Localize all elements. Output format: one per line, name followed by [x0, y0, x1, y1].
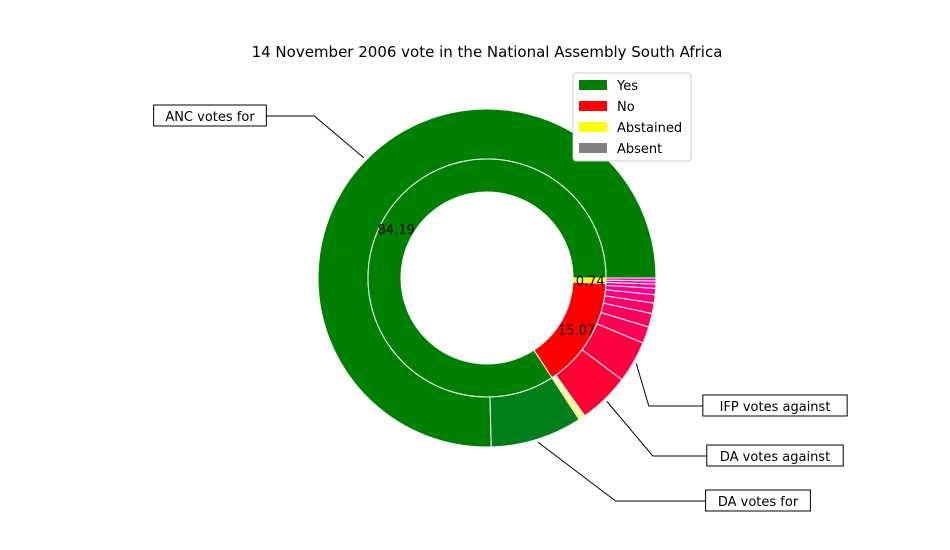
chart-title: 14 November 2006 vote in the National As… [252, 43, 723, 61]
inner-ring [367, 158, 607, 398]
callout-line-3 [537, 441, 706, 502]
legend-swatch-yes [579, 80, 607, 90]
callout-line-0 [266, 115, 365, 159]
inner-slice-yes [367, 158, 607, 398]
inner-slice-abstained [572, 277, 607, 285]
callout-line-1 [635, 363, 703, 407]
value-label-no: 15.07 [558, 323, 595, 338]
callout-box-1 [702, 394, 848, 417]
outer-slice-14 [605, 277, 657, 282]
value-labels: 84.19 15.07 0.74 [378, 223, 605, 338]
callout-text-3: DA votes for [718, 495, 799, 510]
callout-box-2 [706, 444, 844, 467]
callout-text-2: DA votes against [720, 450, 830, 465]
legend-label-absent: Absent [617, 142, 662, 157]
legend-label-abstained: Abstained [617, 121, 682, 136]
callout-line-2 [606, 401, 707, 457]
legend-frame [572, 72, 692, 162]
legend-swatch-no [579, 101, 607, 111]
legend-label-no: No [617, 100, 635, 115]
value-label-abstained: 0.74 [576, 274, 605, 289]
callout-box-3 [705, 489, 811, 512]
legend-label-yes: Yes [616, 79, 638, 94]
legend-swatch-abstained [579, 122, 607, 132]
legend-swatch-absent [579, 143, 607, 153]
callout-text-1: IFP votes against [720, 400, 831, 415]
legend: Yes No Abstained Absent [572, 72, 692, 162]
callouts: ANC votes for IFP votes against DA votes a… [153, 104, 848, 512]
callout-box-0 [153, 104, 267, 127]
callout-text-0: ANC votes for [165, 110, 255, 125]
value-label-yes: 84.19 [378, 223, 415, 238]
